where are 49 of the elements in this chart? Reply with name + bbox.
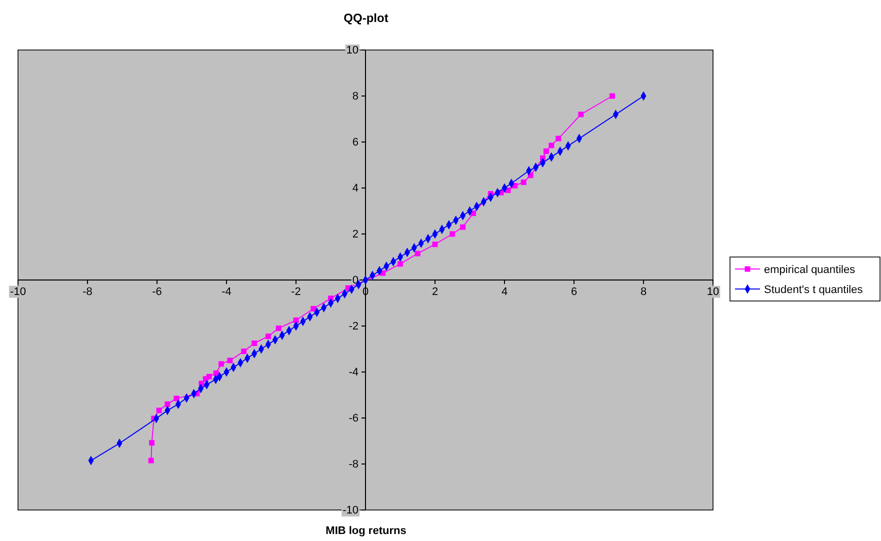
point — [432, 242, 438, 248]
legend-label: Student's t quantiles — [764, 284, 864, 296]
point — [578, 112, 584, 118]
y-tick-label: -8 — [348, 458, 358, 471]
point — [174, 396, 180, 402]
x-tick-label: 8 — [640, 286, 647, 298]
point — [164, 401, 170, 407]
x-tick-label: 10 — [706, 286, 720, 298]
point — [265, 334, 271, 340]
point — [148, 458, 154, 464]
point — [276, 326, 282, 332]
y-tick-label: -10 — [342, 504, 358, 517]
point — [252, 340, 258, 346]
x-tick-label: -4 — [222, 286, 232, 298]
point — [520, 180, 526, 185]
legend-label: empirical quantiles — [764, 264, 856, 276]
chart-title: QQ-plot — [344, 11, 388, 25]
x-tick-label: -8 — [82, 286, 92, 298]
point — [460, 224, 466, 230]
y-tick-label: -2 — [348, 320, 358, 333]
point — [227, 358, 233, 364]
x-tick-label: -10 — [10, 286, 26, 298]
y-tick-label: -4 — [348, 366, 358, 379]
point — [310, 306, 316, 312]
y-tick-label: 0 — [352, 274, 358, 287]
y-tick-label: 2 — [352, 228, 358, 241]
point — [548, 142, 554, 148]
point — [241, 348, 247, 354]
point — [543, 148, 549, 154]
y-tick-label: -6 — [348, 412, 358, 425]
point — [450, 231, 456, 237]
y-tick-label: 10 — [346, 44, 358, 57]
x-tick-label: 2 — [432, 286, 438, 298]
x-tick-label: 6 — [570, 286, 578, 298]
point — [206, 374, 212, 380]
point — [156, 408, 162, 414]
y-tick-label: 6 — [352, 136, 358, 149]
point — [218, 361, 224, 367]
y-tick-label: 8 — [352, 90, 358, 103]
y-tick-label: 4 — [352, 182, 358, 195]
x-tick-label: -6 — [152, 286, 162, 298]
point — [609, 93, 615, 99]
point — [149, 440, 155, 446]
point — [556, 136, 562, 142]
x-tick-label: -2 — [291, 286, 301, 298]
point — [414, 250, 420, 256]
x-axis-title: MIB log returns — [326, 525, 406, 537]
point — [398, 261, 403, 267]
x-tick-label: 4 — [501, 286, 508, 298]
